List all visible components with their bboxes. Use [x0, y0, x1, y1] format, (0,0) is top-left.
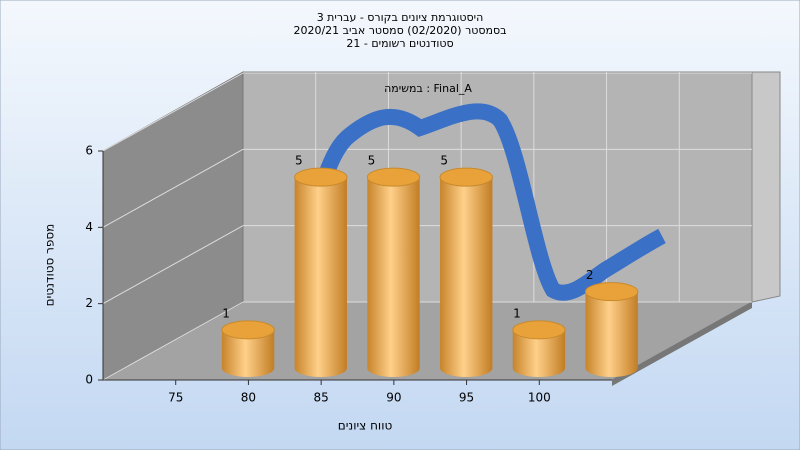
floor-edge	[612, 302, 752, 386]
value-label: 5	[295, 154, 303, 168]
grid-line	[102, 72, 244, 152]
value-label: 5	[368, 154, 376, 168]
bar-top	[221, 320, 275, 340]
x-tick-label: 90	[386, 391, 401, 405]
title-line: בסמסטר (02/2020) סמסטר אביב 2020/21	[293, 24, 506, 37]
annotation: במשימה : Final_A	[384, 82, 472, 95]
y-tick-label: 6	[85, 144, 93, 158]
bar	[439, 167, 493, 377]
x-tick-label: 85	[314, 391, 329, 405]
bar	[584, 282, 639, 377]
value-label: 5	[440, 154, 448, 168]
grid-line	[102, 225, 244, 305]
bar-body	[294, 177, 347, 377]
title-line: היסטוגרמת ציונים בקורס - עברית 3	[317, 11, 484, 24]
x-tick-label: 100	[528, 391, 551, 405]
value-label: 1	[513, 306, 521, 320]
bar	[512, 320, 566, 377]
bar-top	[584, 282, 639, 302]
bar	[221, 320, 275, 377]
right-edge	[751, 71, 781, 303]
y-axis-label: מספר סטודנטים	[43, 224, 57, 307]
title-line: סטודנטים רשומים - 21	[346, 37, 453, 50]
bar-body	[512, 329, 566, 377]
bar-body	[367, 177, 420, 377]
bar-top	[294, 167, 348, 187]
value-label: 2	[586, 268, 594, 282]
x-tick-label: 80	[241, 391, 256, 405]
density-ribbon	[297, 103, 666, 301]
bar-body	[585, 291, 638, 377]
bar-top	[512, 320, 566, 340]
x-axis-label: טווח ציונים	[338, 419, 393, 433]
x-tick-label: 95	[459, 391, 474, 405]
grid-line	[102, 301, 244, 381]
bar-top	[439, 167, 493, 187]
bar-body	[221, 329, 275, 377]
value-label: 1	[222, 306, 230, 320]
y-tick-label: 0	[85, 373, 93, 387]
y-tick-label: 4	[85, 220, 93, 234]
bar	[294, 167, 348, 377]
x-tick-label: 75	[168, 391, 183, 405]
bar-top	[366, 167, 421, 187]
y-tick-label: 2	[85, 296, 93, 310]
bar-body	[440, 177, 493, 377]
grid-line	[102, 148, 244, 228]
bar	[366, 167, 421, 377]
